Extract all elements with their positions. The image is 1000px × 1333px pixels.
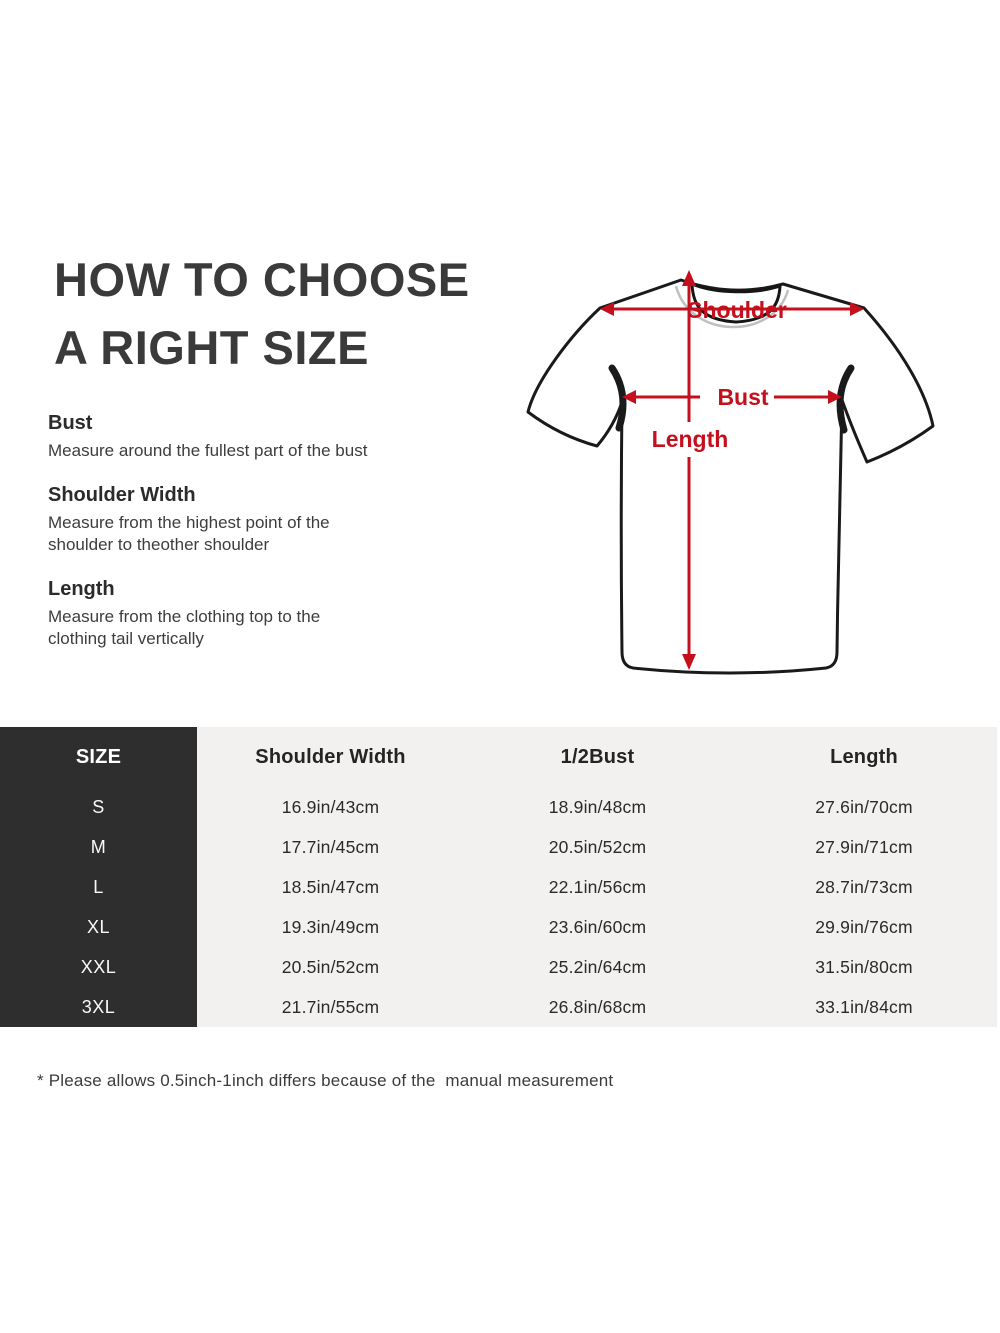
measurement-instructions: Bust Measure around the fullest part of … bbox=[48, 412, 478, 672]
length-label: Length bbox=[652, 426, 729, 452]
size-row-label: M bbox=[0, 827, 197, 867]
tshirt-measurement-diagram: Shoulder Bust Length bbox=[526, 270, 935, 675]
table-cell-length: 29.9in/76cm bbox=[731, 907, 997, 947]
shoulder-label: Shoulder bbox=[687, 297, 787, 323]
size-table-header-length: Length bbox=[731, 727, 997, 787]
table-cell-shoulder: 19.3in/49cm bbox=[197, 907, 464, 947]
table-cell-shoulder: 17.7in/45cm bbox=[197, 827, 464, 867]
table-cell-shoulder: 20.5in/52cm bbox=[197, 947, 464, 987]
size-table: SIZE Shoulder Width 1/2Bust Length S 16.… bbox=[0, 727, 997, 1027]
size-table-header-shoulder-width: Shoulder Width bbox=[197, 727, 464, 787]
size-table-header-size: SIZE bbox=[0, 727, 197, 787]
table-cell-shoulder: 16.9in/43cm bbox=[197, 787, 464, 827]
instruction-length-text-line1: Measure from the clothing top to the bbox=[48, 607, 321, 626]
table-cell-shoulder: 21.7in/55cm bbox=[197, 987, 464, 1027]
table-cell-bust: 25.2in/64cm bbox=[464, 947, 731, 987]
page-title-line1: HOW TO CHOOSE bbox=[54, 253, 470, 306]
table-cell-length: 28.7in/73cm bbox=[731, 867, 997, 907]
bust-label: Bust bbox=[717, 384, 768, 410]
size-row-label: XL bbox=[0, 907, 197, 947]
measurement-footnote: * Please allows 0.5inch-1inch differs be… bbox=[37, 1071, 614, 1090]
page-title: HOW TO CHOOSE A RIGHT SIZE bbox=[54, 246, 470, 382]
collar-shadow bbox=[674, 285, 790, 329]
instruction-length-text-line2: clothing tail vertically bbox=[48, 629, 204, 648]
size-row-label: S bbox=[0, 787, 197, 827]
table-cell-length: 27.6in/70cm bbox=[731, 787, 997, 827]
instruction-shoulder-text-line1: Measure from the highest point of the bbox=[48, 513, 330, 532]
size-row-label: XXL bbox=[0, 947, 197, 987]
table-cell-bust: 26.8in/68cm bbox=[464, 987, 731, 1027]
shoulder-arrow bbox=[600, 302, 864, 316]
instruction-shoulder-text-line2: shoulder to theother shoulder bbox=[48, 535, 270, 554]
size-table-header-half-bust: 1/2Bust bbox=[464, 727, 731, 787]
table-cell-bust: 18.9in/48cm bbox=[464, 787, 731, 827]
instruction-shoulder-width: Shoulder Width Measure from the highest … bbox=[48, 484, 478, 556]
page-title-line2: A RIGHT SIZE bbox=[54, 321, 369, 374]
length-arrow bbox=[682, 270, 696, 670]
table-cell-shoulder: 18.5in/47cm bbox=[197, 867, 464, 907]
instruction-bust-text: Measure around the fullest part of the b… bbox=[48, 441, 368, 460]
instruction-bust-heading: Bust bbox=[48, 412, 93, 434]
instruction-bust: Bust Measure around the fullest part of … bbox=[48, 412, 478, 462]
table-cell-length: 33.1in/84cm bbox=[731, 987, 997, 1027]
left-armpit-shade bbox=[608, 364, 627, 432]
table-cell-length: 27.9in/71cm bbox=[731, 827, 997, 867]
size-row-label: 3XL bbox=[0, 987, 197, 1027]
size-row-label: L bbox=[0, 867, 197, 907]
table-cell-bust: 20.5in/52cm bbox=[464, 827, 731, 867]
table-cell-bust: 23.6in/60cm bbox=[464, 907, 731, 947]
table-cell-bust: 22.1in/56cm bbox=[464, 867, 731, 907]
tshirt-outline bbox=[526, 278, 935, 675]
table-cell-length: 31.5in/80cm bbox=[731, 947, 997, 987]
instruction-length: Length Measure from the clothing top to … bbox=[48, 578, 478, 650]
instruction-length-heading: Length bbox=[48, 578, 115, 600]
instruction-shoulder-heading: Shoulder Width bbox=[48, 484, 196, 506]
